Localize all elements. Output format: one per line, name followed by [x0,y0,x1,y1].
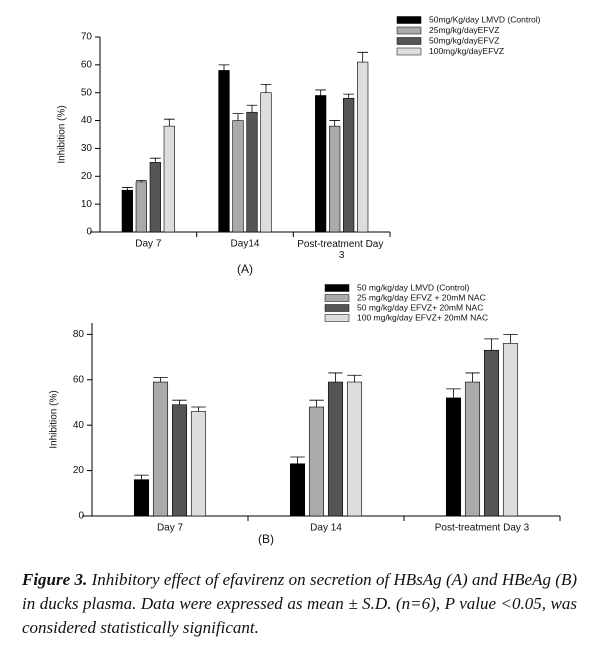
caption-label: Figure 3. [22,570,88,589]
error-bar [357,51,368,63]
bar [190,411,207,517]
legend-label: 50 mg/kg/day LMVD (Control) [357,282,470,292]
y-axis-label: Inhibition (%) [49,390,60,448]
error-bar [246,104,258,113]
x-tick-label-line: 3 [339,250,345,261]
bar [232,120,244,233]
x-tick-label: Day 14 [310,523,342,534]
y-tick-label: 0 [78,511,84,522]
x-tick-label: Day 7 [157,523,184,534]
panel-label: (A) [237,262,253,276]
legend-label: 50 mg/kg/day EFVZ+ 20mM NAC [357,302,483,312]
error-bar [329,120,340,127]
error-bar [465,372,480,383]
y-tick-label: 70 [81,32,93,43]
y-tick-label: 80 [73,329,85,340]
bar [163,125,175,233]
error-bar [136,180,147,182]
x-tick-label: Day14 [231,239,260,250]
x-tick-label: Post-treatment Day 3 [297,239,386,261]
y-tick-label: 40 [73,420,85,431]
y-tick-label: 60 [73,374,85,385]
error-bar [347,374,362,383]
legend-label: 50mg/kg/dayEFVZ [429,35,499,45]
bar [149,162,161,233]
legend-swatch [396,47,422,56]
error-bar [218,64,230,71]
bar [315,95,327,233]
bar [171,404,188,517]
caption-text: Inhibitory effect of efavirenz on secret… [22,570,578,637]
x-tick-label: Day 7 [135,239,162,250]
legend-swatch [396,26,422,35]
y-axis-label: Inhibition (%) [57,105,68,163]
y-tick-label: 10 [81,199,93,210]
error-bar [290,456,305,464]
bar [445,397,462,517]
bar [152,381,169,517]
bar [343,97,355,233]
error-bar [315,89,326,96]
legend-label: 100 mg/kg/day EFVZ+ 20mM NAC [357,312,488,322]
error-bar [484,338,499,351]
bar [135,181,147,233]
y-tick-label: 50 [81,87,93,98]
legend-swatch [324,314,350,322]
y-tick-label: 20 [73,465,85,476]
y-tick-label: 0 [86,227,92,238]
error-bar [328,372,343,383]
bar [502,343,519,517]
legend-swatch [324,294,350,302]
x-tick-label-line: Post-treatment Day [297,239,386,250]
legend-swatch [396,37,422,45]
y-tick-label: 20 [81,171,93,182]
y-tick-label: 40 [81,115,93,126]
error-bar [172,399,187,405]
bar [346,381,363,517]
legend-label: 100mg/kg/dayEFVZ [429,46,504,56]
error-bar [164,118,175,127]
error-bar [150,157,161,163]
x-tick-label: Post-treatment Day 3 [435,523,530,534]
bar [218,70,230,233]
error-bar [153,377,168,383]
error-bar [446,388,461,398]
error-bar [191,406,206,412]
bar [327,381,344,517]
legend-swatch [324,284,350,292]
panel-label: (B) [258,532,274,546]
bar [483,349,500,517]
legend-swatch [324,304,350,312]
error-bar [503,333,518,344]
error-bar [122,187,133,191]
bar [464,381,481,517]
bar [357,61,369,233]
bar [260,92,272,233]
bar [289,463,306,517]
legend-label: 25 mg/kg/day EFVZ + 20mM NAC [357,292,486,302]
bar [329,125,341,233]
error-bar [343,93,354,99]
bar [246,111,258,233]
error-bar [232,113,244,121]
legend-swatch [396,16,422,24]
error-bar [134,474,149,480]
y-tick-label: 30 [81,143,93,154]
error-bar [260,83,272,93]
caption: Figure 3. Inhibitory effect of efavirenz… [22,568,577,640]
legend-label: 25mg/kg/dayEFVZ [429,25,499,35]
error-bar [309,399,324,408]
y-tick-label: 60 [81,59,93,70]
bar [308,406,325,517]
bar [133,479,150,517]
bar [121,189,133,233]
legend-label: 50mg/Kg/day LMVD (Control) [429,14,541,24]
